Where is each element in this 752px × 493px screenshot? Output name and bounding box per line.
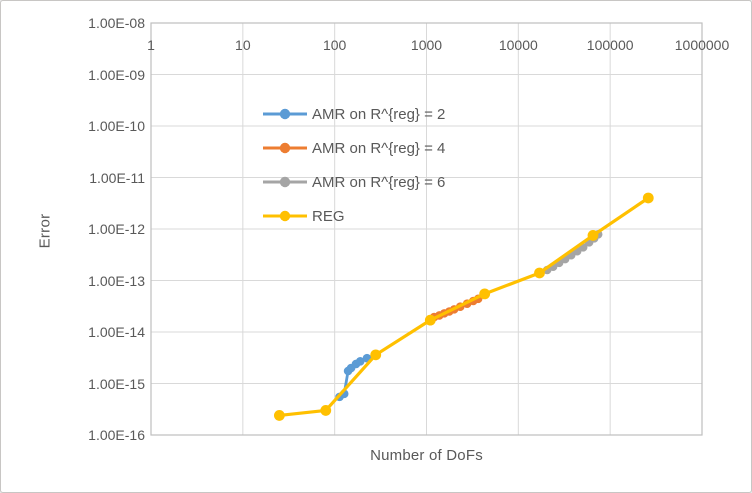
y-tick-label: 1.00E-10 bbox=[88, 118, 145, 134]
legend-item-label: AMR on R^{reg} = 2 bbox=[312, 105, 446, 123]
legend-item-label: AMR on R^{reg} = 4 bbox=[312, 139, 446, 157]
y-tick-label: 1.00E-12 bbox=[88, 221, 145, 237]
legend-item-amr-reg-2: AMR on R^{reg} = 2 bbox=[262, 104, 445, 124]
y-tick-label: 1.00E-14 bbox=[88, 324, 145, 340]
y-axis-title: Error bbox=[36, 213, 54, 249]
x-tick-label: 10000 bbox=[498, 37, 538, 53]
x-tick-label: 100000 bbox=[586, 37, 634, 53]
x-axis-tick-labels: 1 10 100 1000 10000 100000 1000000 bbox=[1, 37, 751, 55]
legend-item-amr-reg-4: AMR on R^{reg} = 4 bbox=[262, 138, 445, 158]
y-tick-label: 1.00E-09 bbox=[88, 66, 145, 83]
legend-item-label: AMR on R^{reg} = 6 bbox=[312, 173, 446, 191]
legend-item-amr-reg-6: AMR on R^{reg} = 6 bbox=[262, 172, 445, 192]
x-tick-label: 10 bbox=[235, 37, 251, 53]
y-tick-label: 1.00E-08 bbox=[88, 15, 145, 31]
x-tick-label: 1 bbox=[147, 37, 155, 53]
legend-item-label: REG bbox=[312, 207, 345, 225]
legend-line-marker-icon bbox=[263, 210, 307, 222]
y-axis-tick-labels: 1.00E-08 1.00E-09 1.00E-10 1.00E-11 1.00E-12… bbox=[53, 1, 145, 492]
x-tick-label: 100 bbox=[322, 37, 347, 53]
legend-item-reg: REG bbox=[262, 206, 445, 226]
legend-line-marker-icon bbox=[263, 108, 307, 120]
legend-line-marker-icon bbox=[263, 176, 307, 188]
x-tick-label: 1000000 bbox=[674, 37, 730, 53]
x-tick-label: 1000 bbox=[410, 37, 443, 53]
y-tick-label: 1.00E-11 bbox=[89, 169, 145, 186]
legend-line-marker-icon bbox=[263, 142, 307, 154]
y-tick-label: 1.00E-16 bbox=[88, 427, 145, 443]
legend: AMR on R^{reg} = 2 AMR on R^{reg} = 4 AM… bbox=[262, 104, 445, 240]
y-tick-label: 1.00E-15 bbox=[88, 375, 145, 392]
y-tick-label: 1.00E-13 bbox=[88, 272, 145, 289]
x-axis-title: Number of DoFs bbox=[370, 447, 483, 464]
